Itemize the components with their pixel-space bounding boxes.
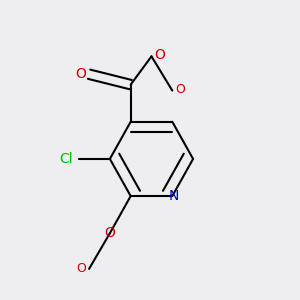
Text: O: O <box>75 67 86 81</box>
Text: O: O <box>175 82 185 96</box>
Text: Cl: Cl <box>59 152 73 166</box>
Text: O: O <box>76 262 86 275</box>
Text: O: O <box>104 226 115 240</box>
Text: O: O <box>154 48 165 62</box>
Text: N: N <box>169 189 179 203</box>
